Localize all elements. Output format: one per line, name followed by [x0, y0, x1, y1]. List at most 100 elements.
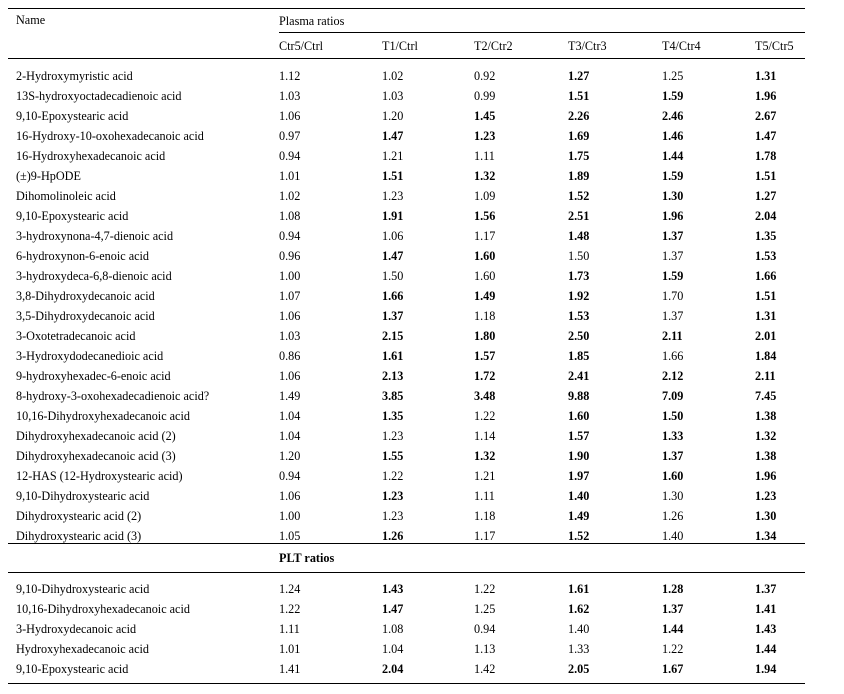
ratio-value: 1.17	[474, 529, 496, 543]
row-name: 16-Hydroxy-10-oxohexadecanoic acid	[16, 129, 204, 143]
ratio-value: 1.47	[382, 249, 404, 263]
ratio-value: 1.52	[568, 189, 590, 203]
row-name: 2-Hydroxymyristic acid	[16, 69, 133, 83]
ratio-value: 1.53	[755, 249, 777, 263]
ratio-value: 1.02	[382, 69, 404, 83]
ratio-value: 2.12	[662, 369, 684, 383]
ratio-value: 1.23	[755, 489, 777, 503]
ratio-value: 1.47	[382, 129, 404, 143]
ratio-value: 1.23	[382, 429, 404, 443]
ratio-value: 2.67	[755, 109, 777, 123]
ratio-value: 1.57	[568, 429, 590, 443]
row-name: 6-hydroxynon-6-enoic acid	[16, 249, 150, 263]
ratio-value: 2.13	[382, 369, 404, 383]
ratio-value: 1.37	[662, 602, 684, 616]
column-header: T4/Ctr4	[662, 39, 701, 53]
ratio-value: 2.41	[568, 369, 590, 383]
ratio-value: 1.59	[662, 169, 684, 183]
ratio-value: 1.50	[382, 269, 404, 283]
row-name: Dihydroxystearic acid (3)	[16, 529, 142, 543]
ratio-value: 1.41	[279, 662, 301, 676]
row-name: Dihydroxystearic acid (2)	[16, 509, 142, 523]
ratio-value: 1.52	[568, 529, 590, 543]
ratio-value: 0.94	[279, 469, 301, 483]
ratio-value: 1.84	[755, 349, 777, 363]
row-name: Hydroxyhexadecanoic acid	[16, 642, 149, 656]
ratio-value: 1.35	[382, 409, 404, 423]
ratio-value: 1.60	[662, 469, 684, 483]
ratio-value: 1.51	[755, 169, 777, 183]
ratio-value: 1.11	[474, 149, 495, 163]
ratio-value: 1.22	[662, 642, 684, 656]
ratio-value: 3.85	[382, 389, 404, 403]
ratio-value: 1.49	[568, 509, 590, 523]
ratio-value: 1.53	[568, 309, 590, 323]
ratio-value: 1.06	[279, 309, 301, 323]
ratio-value: 1.08	[382, 622, 404, 636]
ratio-value: 1.42	[474, 662, 496, 676]
ratio-value: 1.48	[568, 229, 590, 243]
ratio-value: 1.02	[279, 189, 301, 203]
ratio-value: 1.91	[382, 209, 404, 223]
ratio-value: 1.44	[662, 622, 684, 636]
ratio-value: 1.78	[755, 149, 777, 163]
plasma-section-label: Plasma ratios	[279, 14, 345, 28]
ratio-value: 1.20	[279, 449, 301, 463]
ratio-value: 0.94	[279, 149, 301, 163]
ratio-value: 2.50	[568, 329, 590, 343]
ratio-value: 1.06	[279, 489, 301, 503]
ratio-value: 1.50	[568, 249, 590, 263]
row-name: 3-Hydroxydecanoic acid	[16, 622, 137, 636]
ratio-value: 1.38	[755, 449, 777, 463]
ratio-value: 1.03	[279, 329, 301, 343]
ratio-value: 1.62	[568, 602, 590, 616]
ratio-value: 1.30	[755, 509, 777, 523]
row-name: 10,16-Dihydroxyhexadecanoic acid	[16, 602, 190, 616]
ratio-value: 1.37	[662, 449, 684, 463]
ratio-value: 1.41	[755, 602, 777, 616]
ratio-value: 1.43	[382, 582, 404, 596]
row-name: 3,8-Dihydroxydecanoic acid	[16, 289, 155, 303]
ratio-value: 1.56	[474, 209, 496, 223]
ratio-value: 1.30	[662, 189, 684, 203]
ratio-value: 1.23	[474, 129, 496, 143]
ratio-value: 1.59	[662, 89, 684, 103]
ratio-value: 1.05	[279, 529, 301, 543]
ratio-value: 1.85	[568, 349, 590, 363]
ratio-value: 1.03	[279, 89, 301, 103]
row-name: 13S-hydroxyoctadecadienoic acid	[16, 89, 182, 103]
header-bottom-rule	[8, 58, 805, 59]
ratio-value: 1.22	[474, 582, 496, 596]
ratio-value: 1.31	[755, 309, 777, 323]
ratio-value: 1.92	[568, 289, 590, 303]
ratio-value: 1.73	[568, 269, 590, 283]
row-name: 3-hydroxynona-4,7-dienoic acid	[16, 229, 174, 243]
ratio-value: 9.88	[568, 389, 590, 403]
ratio-value: 1.51	[382, 169, 404, 183]
ratio-value: 1.32	[755, 429, 777, 443]
ratio-value: 1.06	[279, 369, 301, 383]
ratio-value: 1.00	[279, 269, 301, 283]
row-name: Dihomolinoleic acid	[16, 189, 116, 203]
ratio-value: 3.48	[474, 389, 496, 403]
row-name: 9,10-Dihydroxystearic acid	[16, 582, 150, 596]
ratio-value: 2.01	[755, 329, 777, 343]
ratio-value: 1.01	[279, 642, 301, 656]
ratio-value: 1.27	[755, 189, 777, 203]
ratio-value: 1.69	[568, 129, 590, 143]
ratio-value: 1.38	[755, 409, 777, 423]
ratio-value: 1.45	[474, 109, 496, 123]
row-name: 9,10-Epoxystearic acid	[16, 109, 129, 123]
plt-header-rule	[8, 572, 805, 573]
ratio-value: 0.86	[279, 349, 301, 363]
ratio-value: 2.26	[568, 109, 590, 123]
ratio-value: 1.75	[568, 149, 590, 163]
row-name: 3-hydroxydeca-6,8-dienoic acid	[16, 269, 172, 283]
ratio-value: 7.45	[755, 389, 777, 403]
ratio-value: 1.28	[662, 582, 684, 596]
plt-section-label: PLT ratios	[279, 551, 335, 565]
ratio-value: 1.44	[755, 642, 777, 656]
ratio-value: 2.11	[662, 329, 683, 343]
ratio-value: 1.23	[382, 489, 404, 503]
ratio-value: 1.18	[474, 309, 496, 323]
